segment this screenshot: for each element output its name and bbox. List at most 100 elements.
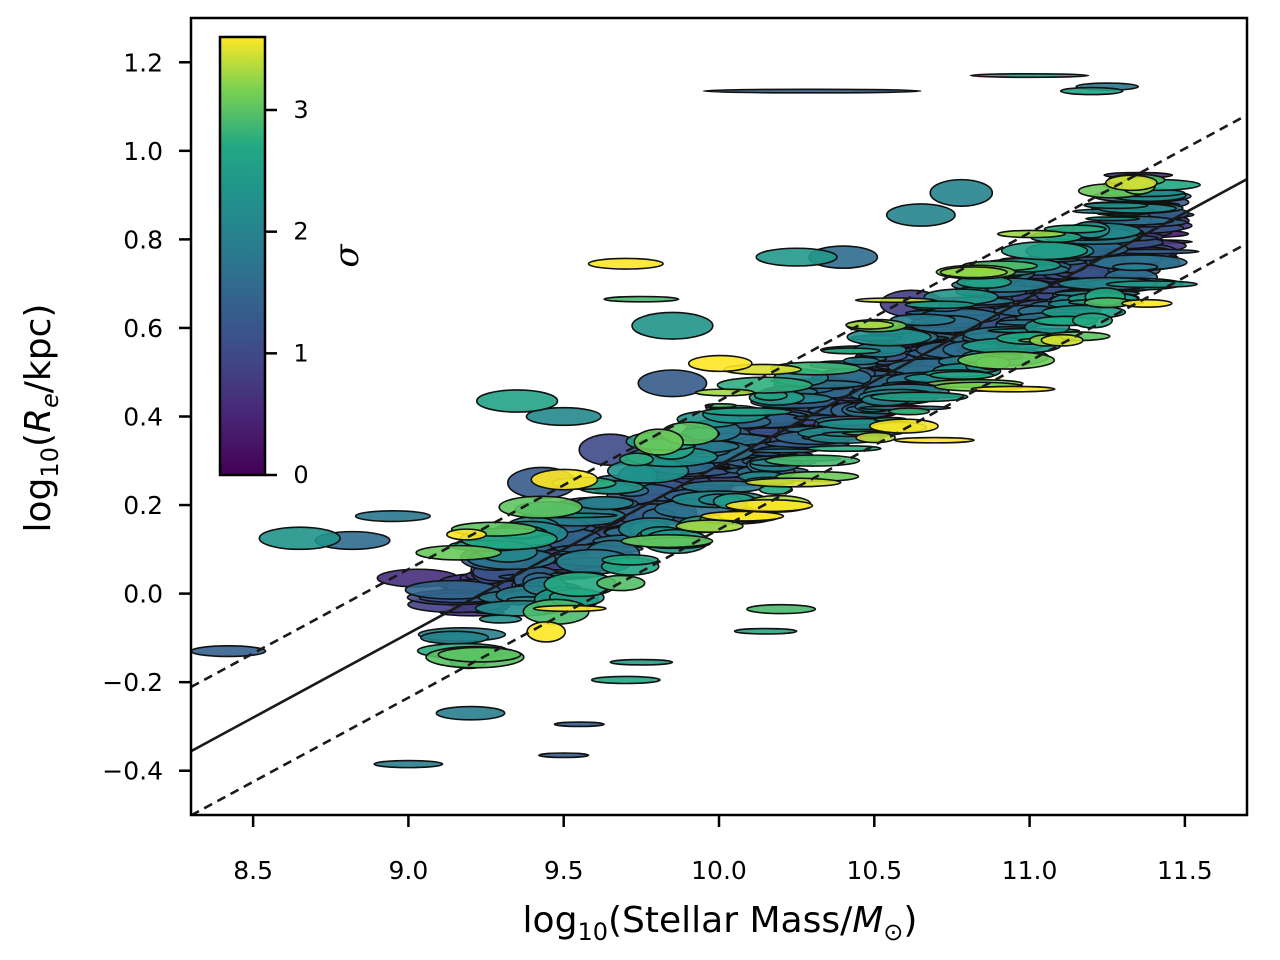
- scatter-point: [1059, 86, 1124, 96]
- fit-line: [191, 178, 1247, 753]
- scatter-point: [526, 621, 567, 643]
- scatter-point: [419, 630, 490, 645]
- scatter-point: [957, 350, 1056, 370]
- scatter-point: [744, 477, 842, 488]
- scatter-point: [820, 347, 881, 355]
- scatter-point: [929, 370, 995, 380]
- scatter-point: [929, 178, 994, 207]
- scatter-point: [1105, 280, 1199, 289]
- scatter-point: [893, 436, 975, 444]
- colorbar-title: σ: [327, 244, 367, 268]
- x-tick-label: 11.5: [1157, 856, 1213, 885]
- scatter-point: [854, 297, 935, 304]
- scatter-point: [755, 247, 838, 267]
- scatter-point: [590, 675, 661, 685]
- colorbar-ticks: 0 1 2 3: [265, 96, 309, 489]
- colorbar-tick-label: 3: [293, 96, 308, 124]
- scatter-point: [437, 646, 522, 663]
- scatter-point: [939, 266, 1008, 279]
- scatter-point: [619, 452, 654, 467]
- scatter-bound-line: [191, 242, 1247, 815]
- scatter-point: [620, 533, 714, 549]
- x-tick-label: 9.0: [389, 856, 429, 885]
- scatter-point: [805, 444, 882, 453]
- scatter-point: [996, 229, 1066, 239]
- colorbar-tick-label: 2: [293, 218, 308, 246]
- y-tick-label: 1.0: [123, 137, 163, 166]
- scatter-bound-line: [191, 113, 1247, 689]
- scatter-point: [435, 705, 506, 721]
- x-tick-label: 10.0: [691, 856, 747, 885]
- scatter-point: [631, 311, 714, 340]
- scatter-point: [725, 498, 814, 513]
- scatter-point: [1112, 262, 1159, 272]
- scatter-point: [1043, 224, 1107, 234]
- y-tick-label: −0.2: [102, 668, 163, 697]
- scatter-point: [601, 554, 660, 566]
- colorbar-tick-label: 0: [293, 461, 308, 489]
- scatter-point: [746, 603, 817, 615]
- scatter-point: [478, 614, 523, 624]
- x-tick-label: 9.5: [544, 856, 584, 885]
- relation-lines: [191, 113, 1247, 815]
- x-axis-ticks: 8.5 9.0 9.5 10.0 10.5 11.0 11.5: [233, 815, 1213, 885]
- scatter-point: [373, 759, 444, 769]
- colorbar-gradient: [218, 35, 267, 477]
- scatter-point: [603, 295, 680, 303]
- scatter-point: [415, 544, 502, 561]
- y-tick-label: 0.4: [123, 403, 163, 432]
- y-axis-ticks: −0.4 −0.2 0.0 0.2 0.4 0.6 0.8 1.0 1.2: [102, 48, 191, 786]
- scatter-point: [530, 468, 599, 491]
- scatter-point: [475, 389, 559, 413]
- scatter-point: [675, 519, 744, 534]
- scatter-point: [538, 752, 590, 759]
- colorbar: 0 1 2 3 σ: [218, 35, 367, 489]
- scatter-point: [525, 406, 602, 427]
- scatter-point: [532, 604, 607, 613]
- y-tick-label: 0.0: [123, 580, 163, 609]
- scatter-point: [870, 391, 969, 403]
- scatter-point: [842, 356, 880, 366]
- scatter-point: [904, 300, 977, 310]
- scatter-point: [969, 72, 1090, 79]
- scatter-point: [258, 526, 341, 551]
- scatter-point: [970, 385, 1056, 393]
- scatter-point: [700, 510, 785, 522]
- x-tick-label: 8.5: [233, 856, 273, 885]
- scatter-point: [1040, 333, 1084, 347]
- scatter-point: [637, 369, 708, 398]
- scatter-point: [574, 495, 635, 511]
- scatter-point: [191, 645, 267, 658]
- scatter-point: [855, 431, 896, 444]
- scatter-point: [446, 528, 488, 541]
- y-tick-label: 1.2: [123, 48, 163, 77]
- scatter-point: [1104, 174, 1158, 192]
- scatter-point: [404, 579, 501, 600]
- scatter-point: [694, 388, 755, 397]
- x-axis-label: log10(Stellar Mass/M⊙): [523, 900, 918, 946]
- scatter-point: [885, 203, 956, 227]
- scatter-point: [702, 407, 793, 417]
- x-tick-label: 11.0: [1002, 856, 1058, 885]
- scatter-point: [1083, 201, 1149, 210]
- scatter-point: [1000, 241, 1089, 261]
- y-axis-label: log10(Re/kpc): [18, 304, 64, 533]
- scatter-point: [354, 510, 431, 523]
- scatter-points: [191, 72, 1201, 769]
- scatter-point: [587, 257, 664, 270]
- colorbar-tick-label: 1: [293, 339, 308, 367]
- scatter-point: [868, 418, 939, 434]
- scatter-point: [609, 658, 674, 666]
- scatter-point: [733, 627, 798, 635]
- y-tick-label: 0.2: [123, 491, 163, 520]
- y-tick-label: 0.6: [123, 314, 163, 343]
- scatter-point: [633, 428, 684, 456]
- scatter-point: [888, 407, 931, 416]
- x-tick-label: 10.5: [846, 856, 902, 885]
- scatter-point: [553, 721, 605, 728]
- scatter-point: [687, 354, 753, 373]
- scatter-point: [702, 88, 922, 94]
- y-tick-label: 0.8: [123, 225, 163, 254]
- scatter-point: [764, 454, 861, 467]
